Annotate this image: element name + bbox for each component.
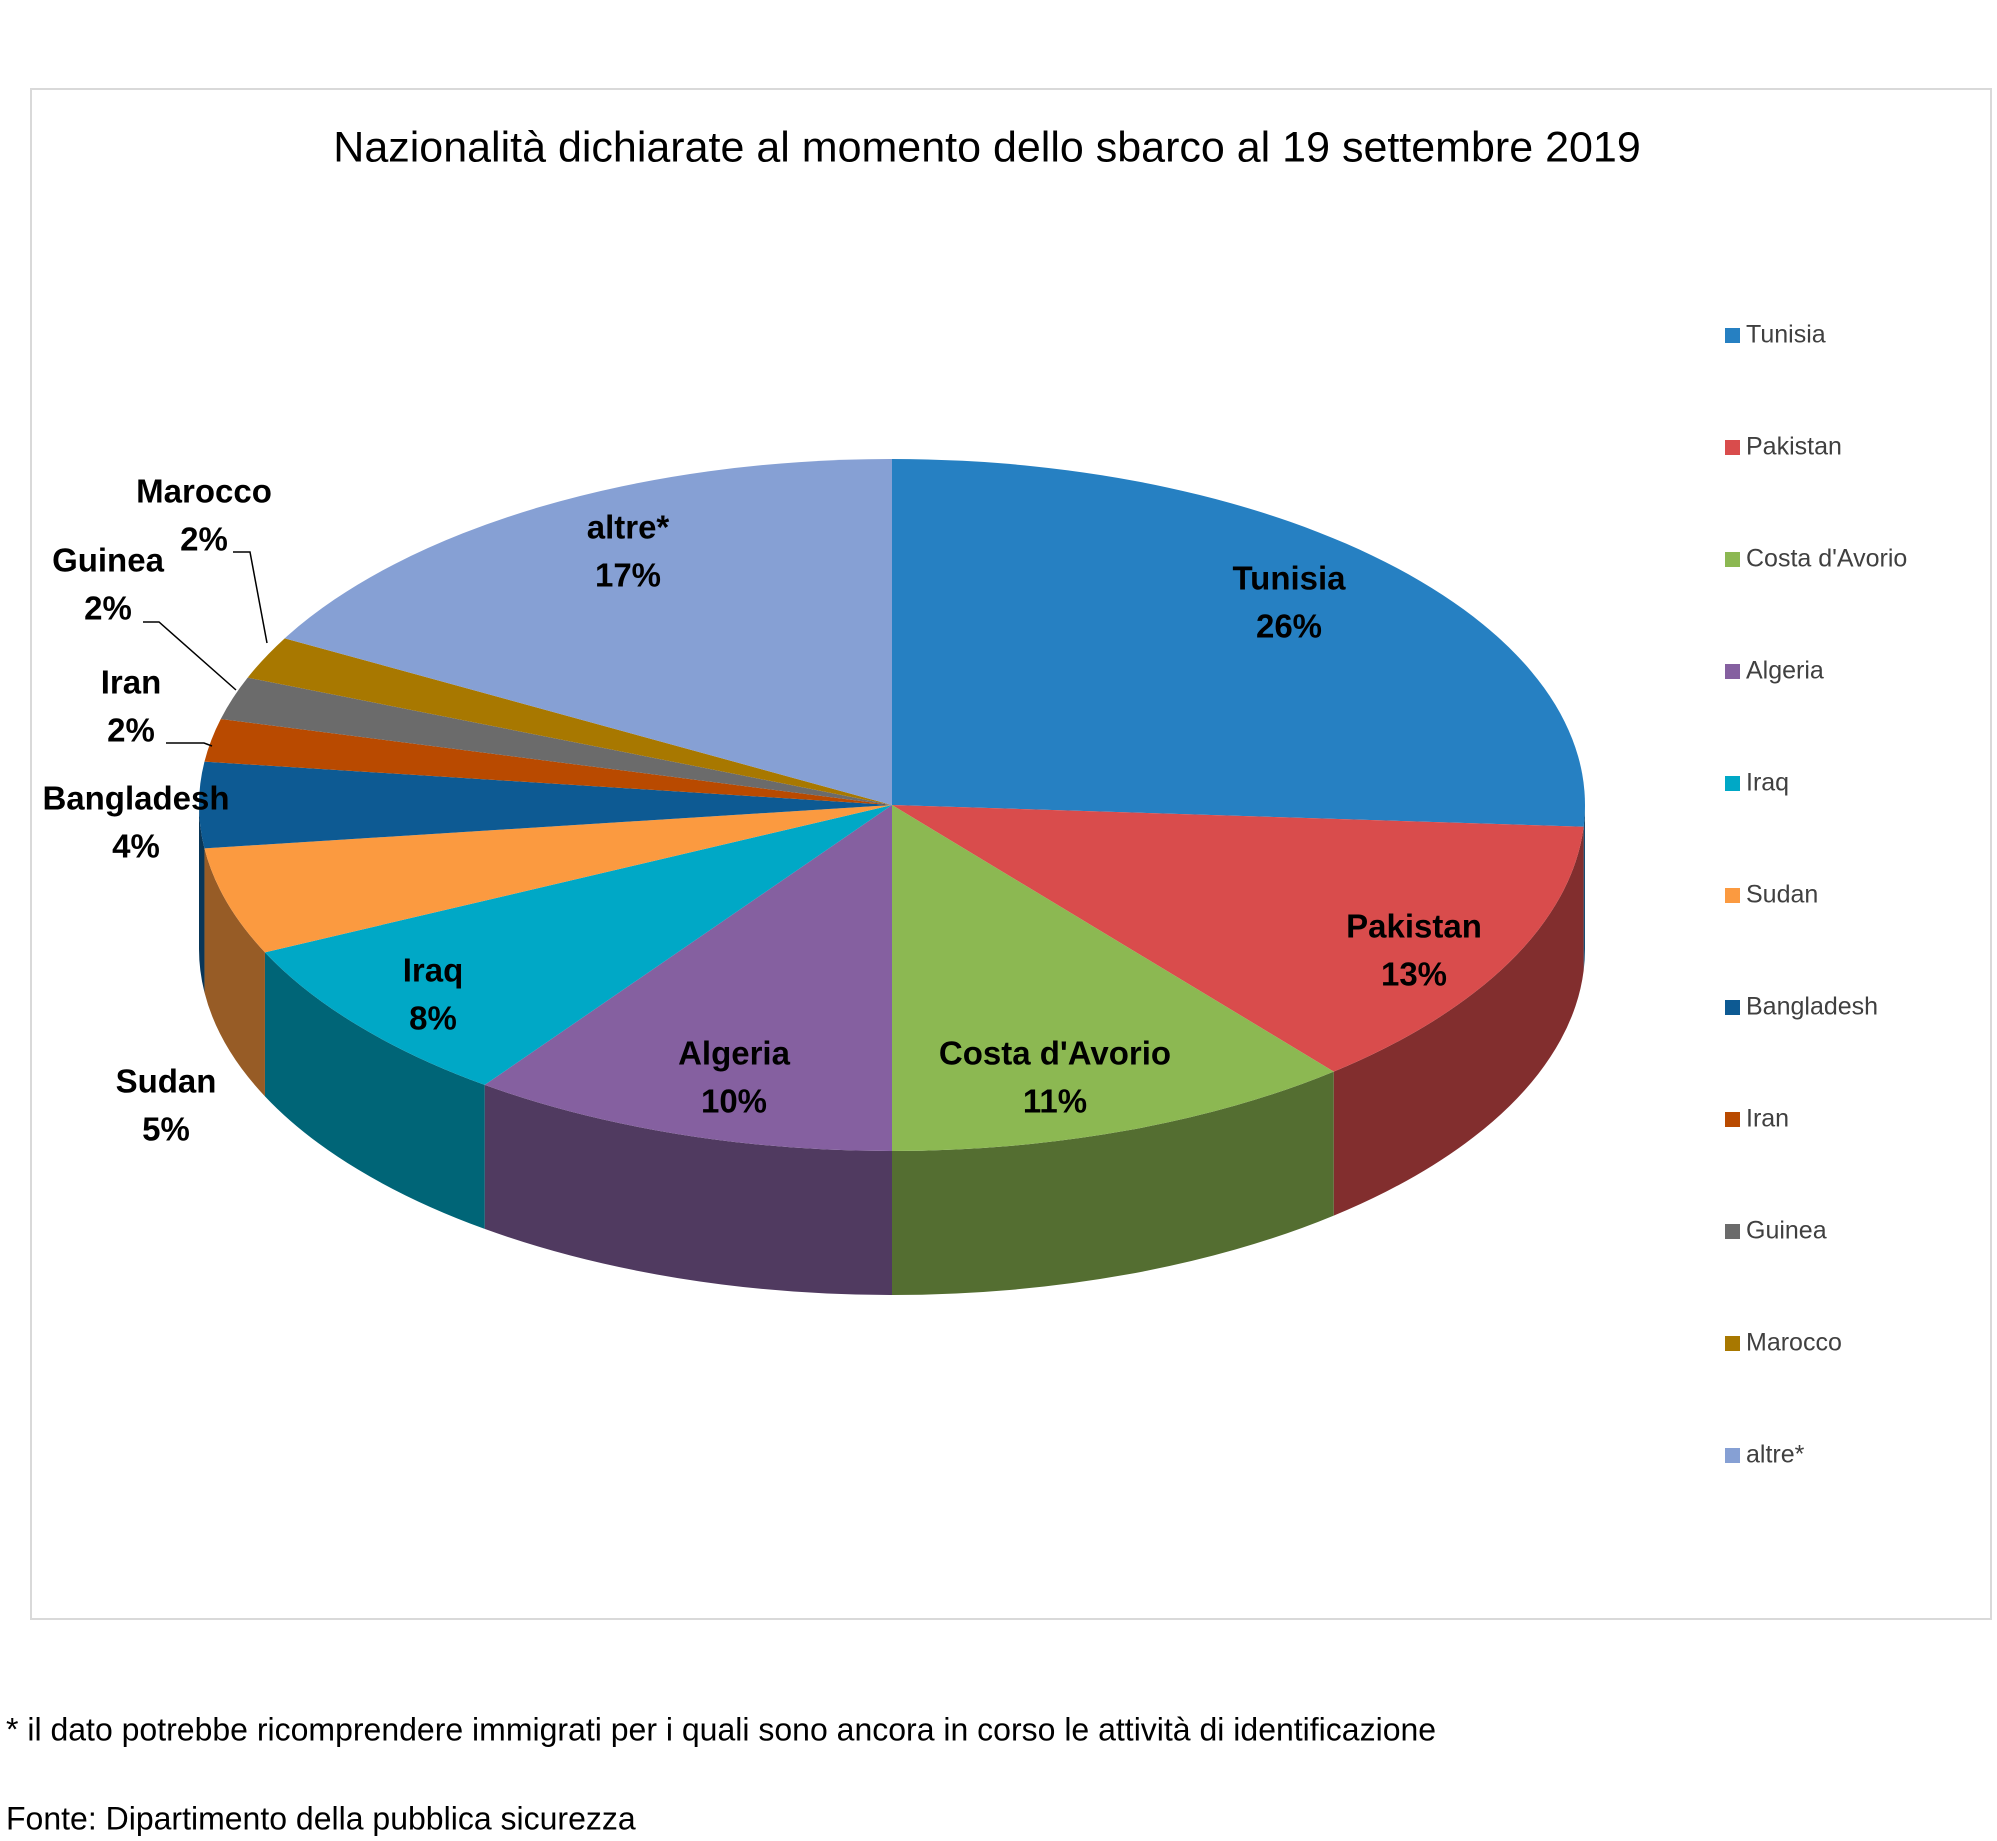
footnote: * il dato potrebbe ricomprendere immigra… bbox=[6, 1711, 1436, 1747]
data-label-name: Guinea bbox=[52, 542, 165, 579]
leader-line bbox=[233, 551, 268, 644]
chart-title: Nazionalità dichiarate al momento dello … bbox=[333, 123, 1640, 171]
slice-side bbox=[1583, 805, 1585, 971]
data-label-value: 2% bbox=[180, 521, 228, 558]
legend-swatch bbox=[1725, 328, 1740, 343]
slice bbox=[220, 677, 893, 805]
data-label-value: 26% bbox=[1256, 608, 1322, 645]
legend-label: Costa d'Avorio bbox=[1746, 545, 1907, 573]
legend-swatch bbox=[1725, 1224, 1740, 1239]
data-label-name: Tunisia bbox=[1232, 560, 1346, 597]
data-labels: Tunisia 26% Pakistan 13% Costa d'Avorio 11% Al… bbox=[42, 473, 1481, 1148]
legend-label: altre* bbox=[1746, 1441, 1805, 1469]
pie-tops bbox=[199, 459, 1585, 1151]
legend-label: Sudan bbox=[1746, 881, 1818, 909]
data-label-value: 8% bbox=[409, 1000, 457, 1037]
slice bbox=[892, 805, 1334, 1151]
slice bbox=[247, 638, 892, 805]
legend-swatch bbox=[1725, 776, 1740, 791]
leader-line bbox=[143, 621, 237, 691]
legend-label: Bangladesh bbox=[1746, 993, 1878, 1021]
slice bbox=[284, 459, 892, 805]
data-label-name: Iran bbox=[101, 664, 162, 701]
data-label-value: 2% bbox=[84, 590, 132, 627]
legend-swatch bbox=[1725, 664, 1740, 679]
legend-label: Iraq bbox=[1746, 769, 1789, 797]
data-label-name: Algeria bbox=[678, 1035, 791, 1072]
legend-swatch bbox=[1725, 1000, 1740, 1015]
legend-label: Pakistan bbox=[1746, 433, 1842, 461]
legend-swatch bbox=[1725, 1112, 1740, 1127]
data-label-name: Marocco bbox=[136, 473, 272, 510]
slice bbox=[199, 761, 892, 849]
slice-side bbox=[199, 805, 205, 993]
legend-swatch bbox=[1725, 440, 1740, 455]
data-label-name: Pakistan bbox=[1346, 908, 1482, 945]
slice bbox=[204, 805, 893, 953]
data-label-name: Sudan bbox=[116, 1063, 217, 1100]
legend-label: Iran bbox=[1746, 1105, 1789, 1133]
slice-side bbox=[484, 1084, 892, 1295]
legend-swatch bbox=[1725, 1448, 1740, 1463]
slice-side bbox=[204, 848, 265, 1097]
data-label-value: 4% bbox=[112, 828, 160, 865]
slice-side bbox=[264, 952, 485, 1229]
source: Fonte: Dipartimento della pubblica sicur… bbox=[6, 1800, 636, 1836]
data-label-value: 10% bbox=[701, 1083, 767, 1120]
slice bbox=[892, 459, 1585, 827]
slice-side bbox=[892, 1071, 1334, 1295]
data-label-value: 17% bbox=[595, 557, 661, 594]
data-label-value: 5% bbox=[142, 1111, 190, 1148]
legend-label: Tunisia bbox=[1746, 321, 1826, 349]
data-label-value: 13% bbox=[1381, 956, 1447, 993]
slice bbox=[484, 805, 892, 1151]
data-label-name: Bangladesh bbox=[42, 780, 229, 817]
slice bbox=[204, 718, 893, 805]
pie-sides bbox=[199, 805, 1585, 1295]
legend-label: Algeria bbox=[1746, 657, 1824, 685]
data-label-value: 2% bbox=[107, 712, 155, 749]
data-label-value: 11% bbox=[1023, 1083, 1087, 1120]
slice bbox=[892, 805, 1584, 1072]
legend-swatch bbox=[1725, 1336, 1740, 1351]
slice bbox=[264, 805, 893, 1085]
legend-label: Guinea bbox=[1746, 1217, 1827, 1245]
data-label-name: altre* bbox=[587, 509, 670, 546]
legend: Tunisia Pakistan Costa d'Avorio Algeria Iraq… bbox=[1725, 321, 1907, 1469]
data-label-name: Costa d'Avorio bbox=[939, 1035, 1171, 1072]
slice-side bbox=[1333, 826, 1584, 1216]
data-label-name: Iraq bbox=[403, 952, 464, 989]
leader-line bbox=[166, 742, 213, 747]
legend-swatch bbox=[1725, 888, 1740, 903]
legend-swatch bbox=[1725, 552, 1740, 567]
legend-label: Marocco bbox=[1746, 1329, 1842, 1357]
